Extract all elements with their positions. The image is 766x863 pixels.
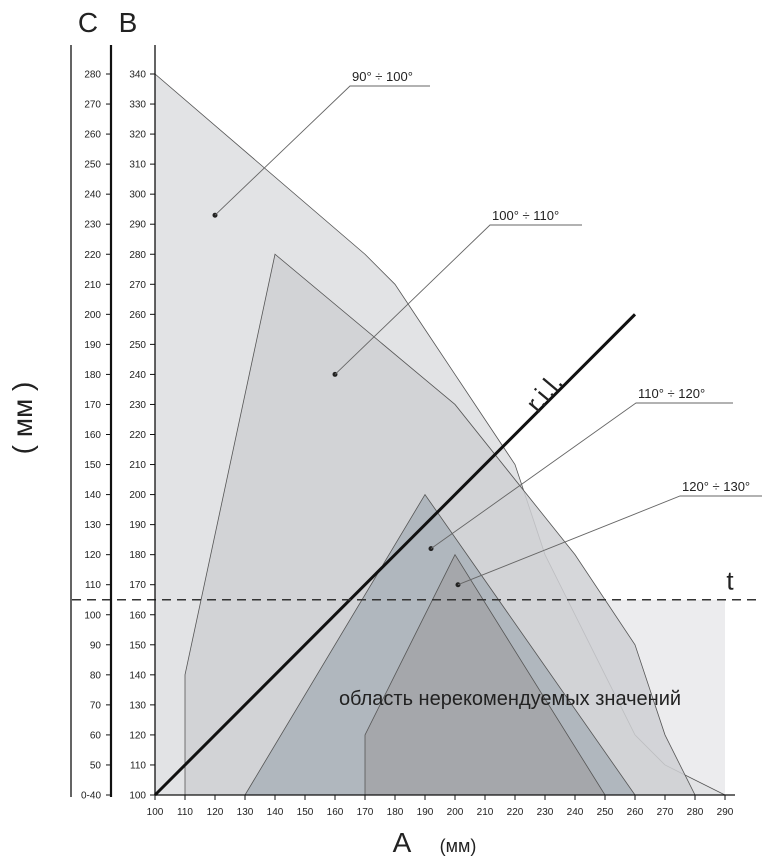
areas-layer bbox=[154, 73, 726, 796]
y-tick-label-b: 160 bbox=[129, 610, 146, 621]
y-tick-label-c: 140 bbox=[84, 490, 101, 501]
y-tick-label-c: 80 bbox=[90, 670, 102, 681]
leader-line bbox=[430, 402, 733, 550]
y-tick-label-b: 280 bbox=[129, 250, 146, 261]
y-tick-label-b: 250 bbox=[129, 340, 146, 351]
x-tick-label: 150 bbox=[297, 807, 314, 818]
x-tick-label: 230 bbox=[537, 807, 554, 818]
axes-layer: 100 110 120 130 140 150 160 170 180 190 200 210 220 2… bbox=[7, 7, 735, 858]
y-tick-label-b: 260 bbox=[129, 310, 146, 321]
x-tick-label: 140 bbox=[267, 807, 284, 818]
y-tick-label-c: 200 bbox=[84, 310, 101, 321]
y-tick-label-b: 310 bbox=[129, 160, 146, 171]
y-tick-label-c: 270 bbox=[84, 100, 101, 111]
y-tick-label-c: 110 bbox=[85, 580, 101, 591]
x-tick-label: 130 bbox=[237, 807, 254, 818]
y-tick-label-c: 230 bbox=[84, 220, 101, 231]
y-tick-label-b: 140 bbox=[129, 670, 146, 681]
y-tick-label-b: 200 bbox=[129, 490, 146, 501]
leader-line bbox=[334, 224, 582, 375]
ril-label: r.i.l. bbox=[520, 368, 569, 418]
x-tick-label: 260 bbox=[627, 807, 644, 818]
y-tick-label-c: 190 bbox=[84, 340, 101, 351]
y-tick-label-b: 130 bbox=[129, 700, 146, 711]
axis-b-title: B bbox=[119, 7, 138, 38]
y-unit-label: ( мм ) bbox=[7, 382, 38, 455]
y-tick-label-c: 250 bbox=[84, 160, 101, 171]
x-tick-label: 190 bbox=[417, 807, 434, 818]
x-tick-label: 170 bbox=[357, 807, 374, 818]
axis-a-title: A bbox=[393, 827, 412, 858]
y-tick-label-c: 70 bbox=[90, 700, 102, 711]
y-tick-label-b: 340 bbox=[129, 70, 146, 81]
angle-label-2: 100° ÷ 110° bbox=[492, 208, 559, 223]
y-tick-label-b: 120 bbox=[129, 730, 146, 741]
leader-line bbox=[214, 85, 430, 216]
axis-a-unit: (мм) bbox=[440, 836, 477, 856]
y-tick-label-c: 180 bbox=[84, 370, 101, 381]
lines-layer bbox=[72, 85, 762, 797]
y-tick-label-b: 290 bbox=[129, 220, 146, 231]
t-label: t bbox=[726, 566, 734, 596]
y-tick-label-c: 240 bbox=[84, 190, 101, 201]
y-tick-label-b: 270 bbox=[129, 280, 146, 291]
x-tick-label: 120 bbox=[207, 807, 224, 818]
y-tick-label-b: 180 bbox=[129, 550, 146, 561]
y-tick-label-c: 280 bbox=[84, 70, 101, 81]
y-tick-label-b: 190 bbox=[129, 520, 146, 531]
y-tick-label-b: 230 bbox=[129, 400, 146, 411]
angle-label-3: 110° ÷ 120° bbox=[638, 386, 705, 401]
ril-line bbox=[153, 313, 637, 797]
y-tick-label-c: 100 bbox=[84, 610, 101, 621]
x-tick-label: 110 bbox=[177, 807, 193, 818]
x-tick-label: 270 bbox=[657, 807, 674, 818]
y-tick-label-b: 240 bbox=[129, 370, 146, 381]
y-tick-label-c: 170 bbox=[84, 400, 101, 411]
x-tick-label: 200 bbox=[447, 807, 464, 818]
x-tick-label: 280 bbox=[687, 807, 704, 818]
x-tick-label: 250 bbox=[597, 807, 614, 818]
y-tick-label-b: 150 bbox=[129, 640, 146, 651]
x-tick-label: 180 bbox=[387, 807, 404, 818]
axis-c-title: C bbox=[78, 7, 98, 38]
y-tick-label-b: 220 bbox=[129, 430, 146, 441]
y-tick-label-c: 0-40 bbox=[81, 791, 101, 802]
zone-label: область нерекомендуемых значений bbox=[339, 688, 681, 710]
x-tick-label: 240 bbox=[567, 807, 584, 818]
angle-label-4: 120° ÷ 130° bbox=[682, 479, 750, 494]
y-tick-label-c: 120 bbox=[84, 550, 101, 561]
y-tick-label-b: 320 bbox=[129, 130, 146, 141]
y-tick-label-c: 60 bbox=[90, 730, 102, 741]
y-tick-label-b: 100 bbox=[129, 791, 146, 802]
x-tick-label: 290 bbox=[717, 807, 734, 818]
angle-label-1: 90° ÷ 100° bbox=[352, 69, 413, 84]
x-tick-label: 220 bbox=[507, 807, 524, 818]
y-tick-label-c: 90 bbox=[90, 640, 102, 651]
y-tick-label-b: 300 bbox=[129, 190, 146, 201]
x-tick-label: 210 bbox=[477, 807, 494, 818]
y-tick-label-b: 110 bbox=[130, 760, 146, 771]
y-tick-label-c: 130 bbox=[84, 520, 101, 531]
y-tick-label-b: 330 bbox=[129, 100, 146, 111]
x-tick-label: 100 bbox=[147, 807, 164, 818]
y-tick-label-b: 210 bbox=[129, 460, 146, 471]
y-tick-label-b: 170 bbox=[129, 580, 146, 591]
y-tick-label-c: 160 bbox=[84, 430, 101, 441]
x-tick-label: 160 bbox=[327, 807, 344, 818]
leader-line bbox=[457, 495, 762, 586]
y-tick-label-c: 50 bbox=[90, 760, 102, 771]
y-tick-label-c: 220 bbox=[84, 250, 101, 261]
y-tick-label-c: 150 bbox=[84, 460, 101, 471]
y-tick-label-c: 210 bbox=[84, 280, 101, 291]
y-tick-label-c: 260 bbox=[84, 130, 101, 141]
